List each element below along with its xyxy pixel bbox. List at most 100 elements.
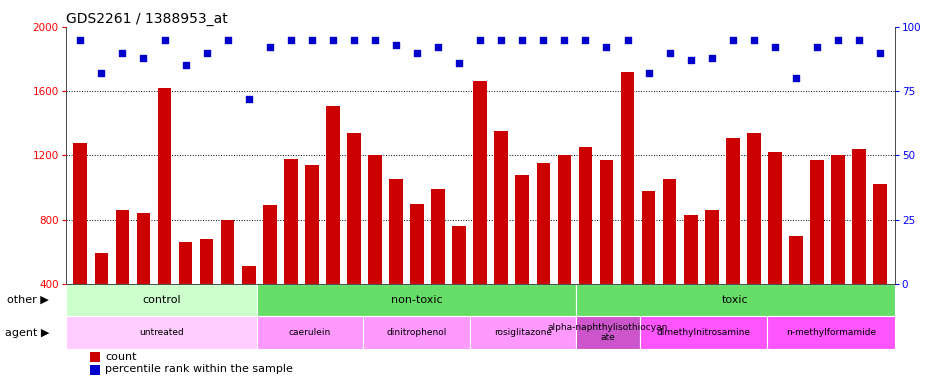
Bar	[725, 138, 739, 348]
Text: non-toxic: non-toxic	[390, 295, 442, 305]
Bar	[305, 165, 318, 348]
Bar	[494, 131, 507, 348]
Point	[367, 36, 382, 43]
Text: GDS2261 / 1388953_at: GDS2261 / 1388953_at	[66, 12, 227, 26]
Point	[493, 36, 508, 43]
Text: count: count	[105, 352, 137, 362]
Bar	[91, 364, 100, 375]
Bar	[469, 316, 576, 349]
Point	[662, 50, 677, 56]
Bar	[852, 149, 865, 348]
Bar	[452, 226, 465, 348]
Text: n-methylformamide: n-methylformamide	[785, 328, 875, 337]
Bar	[704, 210, 718, 348]
Point	[620, 36, 635, 43]
Point	[94, 70, 109, 76]
Point	[851, 36, 866, 43]
Point	[136, 55, 151, 61]
Point	[682, 57, 697, 63]
Point	[115, 50, 130, 56]
Bar	[576, 316, 639, 349]
Bar	[473, 81, 487, 348]
Point	[829, 36, 844, 43]
Bar	[346, 133, 360, 348]
Point	[809, 45, 824, 51]
Point	[262, 45, 277, 51]
Bar	[767, 316, 894, 349]
Text: alpha-naphthylisothiocyan
ate: alpha-naphthylisothiocyan ate	[547, 323, 667, 343]
Bar	[115, 210, 129, 348]
Point	[73, 36, 88, 43]
Text: control: control	[142, 295, 181, 305]
Point	[157, 36, 172, 43]
Bar	[662, 179, 676, 348]
Point	[198, 50, 213, 56]
Bar	[620, 72, 634, 348]
Text: dimethylnitrosamine: dimethylnitrosamine	[656, 328, 750, 337]
Bar	[256, 316, 363, 349]
Bar	[599, 160, 613, 348]
Point	[178, 62, 193, 68]
Point	[409, 50, 424, 56]
Text: caerulein: caerulein	[288, 328, 331, 337]
Bar	[431, 189, 445, 348]
Point	[640, 70, 655, 76]
Point	[704, 55, 719, 61]
Bar	[326, 106, 340, 348]
Bar	[256, 284, 576, 316]
Bar	[578, 147, 592, 348]
Bar	[221, 220, 234, 348]
Text: other ▶: other ▶	[7, 295, 49, 305]
Bar	[536, 163, 549, 348]
Point	[388, 42, 403, 48]
Bar	[810, 160, 823, 348]
Bar	[199, 239, 213, 348]
Bar	[641, 191, 654, 348]
Bar	[576, 284, 894, 316]
Bar	[746, 133, 760, 348]
Bar	[788, 236, 802, 348]
Bar	[95, 253, 108, 348]
Text: rosiglitazone: rosiglitazone	[493, 328, 551, 337]
Text: toxic: toxic	[722, 295, 748, 305]
Bar	[284, 159, 298, 348]
Text: untreated: untreated	[139, 328, 183, 337]
Point	[787, 75, 802, 81]
Bar	[639, 316, 767, 349]
Point	[241, 96, 256, 102]
Bar	[66, 316, 256, 349]
Bar	[557, 156, 571, 348]
Point	[431, 45, 446, 51]
Point	[598, 45, 613, 51]
Point	[578, 36, 592, 43]
Bar	[515, 175, 529, 348]
Bar	[179, 242, 192, 348]
Bar	[872, 184, 886, 348]
Bar	[91, 352, 100, 362]
Point	[346, 36, 361, 43]
Text: agent ▶: agent ▶	[5, 328, 49, 338]
Point	[724, 36, 739, 43]
Point	[304, 36, 319, 43]
Bar	[73, 142, 87, 348]
Bar	[263, 205, 276, 348]
Point	[220, 36, 235, 43]
Point	[746, 36, 761, 43]
Bar	[137, 213, 150, 348]
Point	[283, 36, 298, 43]
Point	[451, 60, 466, 66]
Bar	[66, 284, 256, 316]
Bar	[363, 316, 469, 349]
Bar	[157, 88, 171, 348]
Point	[556, 36, 571, 43]
Point	[871, 50, 886, 56]
Bar	[830, 156, 844, 348]
Text: dinitrophenol: dinitrophenol	[386, 328, 446, 337]
Bar	[683, 215, 696, 348]
Bar	[388, 179, 402, 348]
Point	[535, 36, 550, 43]
Bar	[368, 156, 381, 348]
Text: percentile rank within the sample: percentile rank within the sample	[105, 364, 293, 374]
Point	[325, 36, 340, 43]
Point	[767, 45, 782, 51]
